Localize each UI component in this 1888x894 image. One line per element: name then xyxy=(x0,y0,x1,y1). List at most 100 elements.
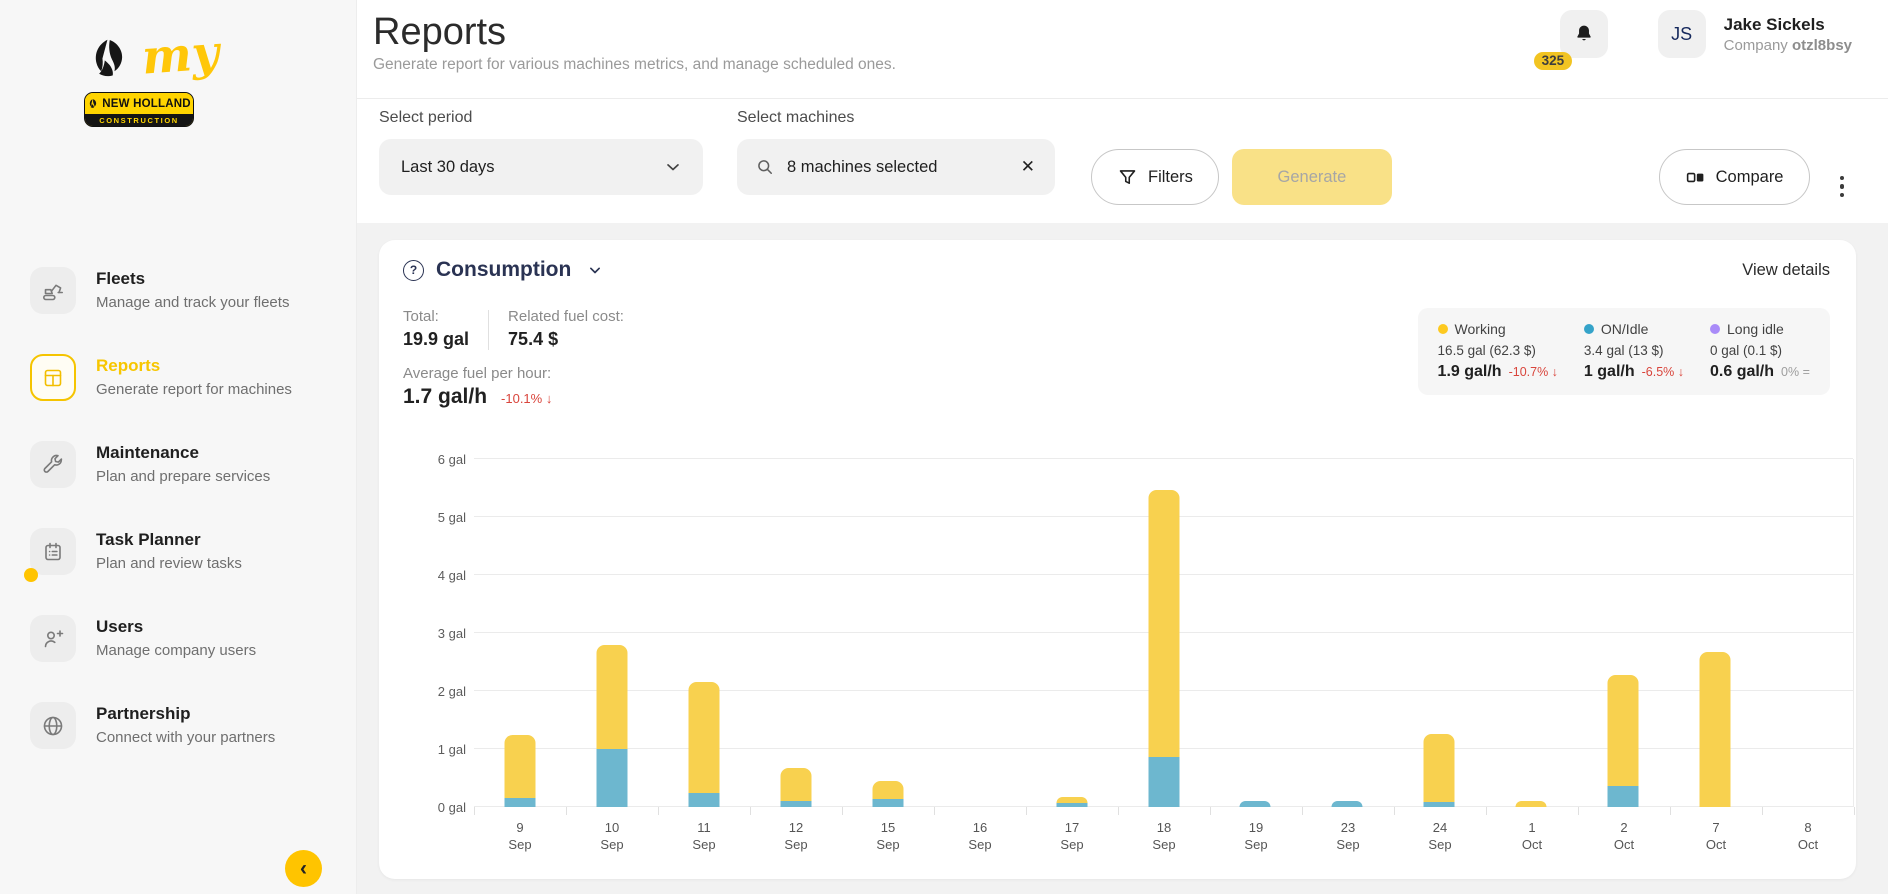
sidebar-item-subtitle: Plan and review tasks xyxy=(96,555,242,572)
x-axis-tick xyxy=(750,807,751,815)
x-axis-tick-label: 9 Sep xyxy=(508,820,532,852)
chart-plot: 0 gal 1 gal 2 gal 3 gal 4 gal 5 gal 6 gal xyxy=(438,452,1855,815)
sidebar-item-task-planner[interactable]: Task Planner Plan and review tasks xyxy=(0,528,356,582)
bar-stack xyxy=(1056,797,1088,807)
notifications-button[interactable] xyxy=(1559,10,1608,58)
page-header: Reports Generate report for various mach… xyxy=(357,0,1888,99)
chart-band-11-sep xyxy=(658,459,750,807)
bar-segment-working xyxy=(1607,675,1639,786)
consumption-chart: 0 gal 1 gal 2 gal 3 gal 4 gal 5 gal 6 gal 9 Sep… xyxy=(403,452,1855,853)
bar-segment-working xyxy=(1515,801,1547,807)
clear-machines-button[interactable]: ✕ xyxy=(1019,155,1037,179)
help-icon[interactable]: ? xyxy=(403,259,424,281)
users-icon xyxy=(41,627,65,651)
chart-x-axis: 9 Sep 10 Sep 11 Sep 12 Sep 15 Sep 16 Sep 17 Sep 18 Sep 1… xyxy=(474,819,1854,853)
x-axis-tick xyxy=(658,807,659,815)
page-title: Reports xyxy=(373,11,507,53)
x-axis-tick xyxy=(474,807,475,815)
brand-logo[interactable]: my NEW HOLLAND CONSTRUCTION xyxy=(84,25,264,127)
y-axis-tick-label: 1 gal xyxy=(437,742,466,757)
chart-band-9-sep xyxy=(474,459,566,807)
content-area: ? Consumption View details Total: 19.9 g… xyxy=(357,223,1888,894)
chart-band-23-sep xyxy=(1301,459,1393,807)
legend-dot-icon xyxy=(1437,324,1448,334)
sidebar-item-title: Maintenance xyxy=(96,443,199,462)
fuel-cost-label: Related fuel cost: xyxy=(508,308,624,325)
x-axis-tick-label: 2 Oct xyxy=(1613,820,1635,852)
notifications-badge: 325 xyxy=(1533,52,1573,70)
avg-fuel-label: Average fuel per hour: xyxy=(403,365,552,382)
legend-item: Working 16.5 gal (62.3 $) 1.9 gal/h -10.7… xyxy=(1437,321,1558,380)
bar-segment-working xyxy=(1699,652,1731,807)
bar-segment-working xyxy=(1148,489,1180,757)
sidebar-item-title: Fleets xyxy=(96,269,146,288)
x-axis-tick xyxy=(1854,807,1855,815)
chart-band-16-sep xyxy=(934,459,1026,807)
chevron-down-icon xyxy=(667,164,679,171)
user-name: Jake Sickels xyxy=(1723,15,1825,34)
view-details-link[interactable]: View details xyxy=(1742,260,1830,279)
sidebar-nav: Fleets Manage and track your fleets Repo… xyxy=(0,267,356,749)
bar-segment-working xyxy=(1423,733,1455,803)
generate-button[interactable]: Generate xyxy=(1231,149,1392,205)
x-axis-tick xyxy=(842,807,843,815)
new-holland-badge: NEW HOLLAND CONSTRUCTION xyxy=(84,92,194,127)
user-menu[interactable]: JS Jake Sickels Company otzl8bsy xyxy=(1657,10,1852,58)
x-axis-tick xyxy=(1762,807,1763,815)
chart-band-7-oct xyxy=(1669,459,1761,807)
chevron-down-icon[interactable] xyxy=(585,260,605,280)
chart-band-24-sep xyxy=(1393,459,1485,807)
bar-segment-on-idle xyxy=(1607,785,1639,807)
sidebar-item-maintenance[interactable]: Maintenance Plan and prepare services xyxy=(0,441,356,488)
x-axis-tick xyxy=(1486,807,1487,815)
x-axis-tick xyxy=(566,807,567,815)
legend-dot-icon xyxy=(1710,324,1720,334)
x-axis-tick-label: 11 Sep xyxy=(692,820,716,852)
bar-stack xyxy=(872,780,904,807)
bar-segment-working xyxy=(504,734,536,799)
x-axis-tick-label: 18 Sep xyxy=(1152,820,1176,852)
bar-segment-working xyxy=(596,644,628,749)
bar-stack xyxy=(1699,652,1731,807)
chevron-left-icon: ‹ xyxy=(300,856,307,880)
bar-segment-working xyxy=(872,780,904,800)
brand-my-text: my xyxy=(140,25,221,86)
y-axis-tick-label: 2 gal xyxy=(437,684,466,699)
x-axis-tick-label: 17 Sep xyxy=(1060,820,1084,852)
sidebar-item-reports[interactable]: Reports Generate report for machines xyxy=(0,354,356,401)
x-axis-tick-label: 8 Oct xyxy=(1797,820,1819,852)
sidebar-collapse-button[interactable]: ‹ xyxy=(285,850,322,887)
sidebar-item-fleets[interactable]: Fleets Manage and track your fleets xyxy=(0,267,356,314)
more-options-button[interactable] xyxy=(1834,168,1851,206)
bar-stack xyxy=(1423,733,1455,807)
x-axis-tick xyxy=(1210,807,1211,815)
filters-button[interactable]: Filters xyxy=(1091,149,1219,205)
sidebar-item-title: Partnership xyxy=(96,704,191,723)
avatar: JS xyxy=(1657,10,1706,58)
x-axis-tick-label: 23 Sep xyxy=(1336,820,1360,852)
page-subtitle: Generate report for various machines met… xyxy=(373,56,896,73)
period-select[interactable]: Last 30 days xyxy=(379,139,703,195)
badge-brand-name: NEW HOLLAND xyxy=(102,97,191,110)
chart-band-18-sep xyxy=(1118,459,1210,807)
bar-segment-on-idle xyxy=(1423,802,1455,807)
stats-block: Total: 19.9 gal Related fuel cost: 75.4 … xyxy=(403,308,624,409)
compare-icon xyxy=(1686,172,1703,182)
machines-select[interactable]: 8 machines selected ✕ xyxy=(737,139,1055,195)
user-company: Company otzl8bsy xyxy=(1723,37,1852,54)
y-axis-tick-label: 6 gal xyxy=(437,452,466,467)
x-axis-tick-label: 12 Sep xyxy=(784,820,808,852)
fuel-cost-value: 75.4 $ xyxy=(508,329,559,349)
bar-segment-on-idle xyxy=(872,799,904,807)
machines-label: Select machines xyxy=(737,109,855,126)
sidebar-item-partnership[interactable]: Partnership Connect with your partners xyxy=(0,702,356,749)
bar-segment-on-idle xyxy=(688,792,720,807)
sidebar-item-subtitle: Connect with your partners xyxy=(96,729,276,746)
bell-icon xyxy=(1576,25,1591,41)
compare-button[interactable]: Compare xyxy=(1658,149,1810,205)
nh-leaf-icon xyxy=(95,39,123,77)
x-axis-tick xyxy=(1578,807,1579,815)
sidebar-item-users[interactable]: Users Manage company users xyxy=(0,615,356,662)
bar-stack xyxy=(596,644,628,807)
x-axis-tick-label: 15 Sep xyxy=(876,820,900,852)
